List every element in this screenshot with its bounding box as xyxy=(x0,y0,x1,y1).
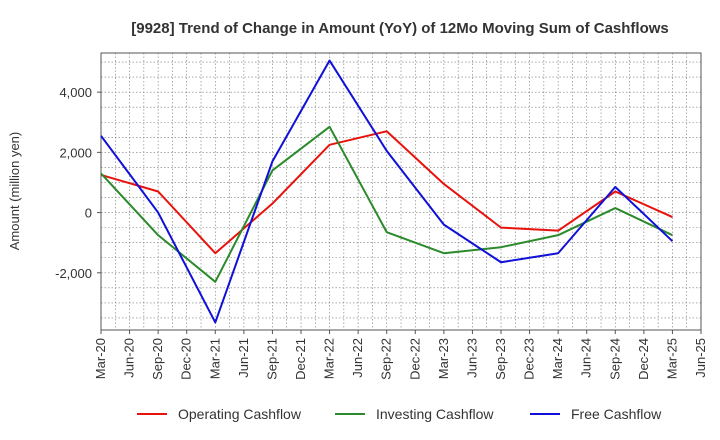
x-tick-label: Mar-24 xyxy=(550,338,565,379)
y-tick-label: 4,000 xyxy=(59,85,92,100)
x-tick-label: Jun-24 xyxy=(579,338,594,378)
x-tick-label: Dec-22 xyxy=(407,338,422,380)
y-axis-label: Amount (million yen) xyxy=(7,132,22,251)
x-tick-label: Mar-20 xyxy=(93,338,108,379)
y-tick-label: 0 xyxy=(85,206,92,221)
chart-title: [9928] Trend of Change in Amount (YoY) o… xyxy=(131,20,669,37)
x-tick-label: Mar-25 xyxy=(664,338,679,379)
x-tick-label: Jun-23 xyxy=(464,338,479,378)
x-tick-label: Jun-21 xyxy=(236,338,251,378)
legend-label: Investing Cashflow xyxy=(376,406,494,422)
x-tick-label: Dec-24 xyxy=(636,338,651,380)
x-tick-label: Dec-21 xyxy=(293,338,308,380)
x-tick-label: Mar-22 xyxy=(322,338,337,379)
series-line-investing-cashflow xyxy=(100,125,673,283)
x-tick-label: Sep-20 xyxy=(150,338,165,380)
y-tick-label: -2,000 xyxy=(55,266,92,281)
x-tick-label: Sep-24 xyxy=(607,338,622,380)
grid xyxy=(100,53,702,330)
y-tick-label: 2,000 xyxy=(59,145,92,160)
x-tick-label: Dec-20 xyxy=(179,338,194,380)
legend: Operating Cashflow Investing Cashflow Free… xyxy=(137,406,662,422)
x-tick-label: Jun-25 xyxy=(693,338,708,378)
x-tick-label: Sep-23 xyxy=(493,338,508,380)
legend-label: Free Cashflow xyxy=(571,406,662,422)
x-tick-label: Sep-21 xyxy=(264,338,279,380)
x-tick-label: Dec-23 xyxy=(522,338,537,380)
series-line-operating-cashflow xyxy=(100,130,673,255)
x-tick-label: Mar-21 xyxy=(207,338,222,379)
plot-area xyxy=(100,52,702,331)
x-axis-ticks: Mar-20 Jun-20 Sep-20 Dec-20 Mar-21 Jun-21 Sep-… xyxy=(93,330,708,380)
x-tick-label: Jun-22 xyxy=(350,338,365,378)
series-lines xyxy=(100,59,674,324)
y-axis-ticks: 4,000 2,000 0 -2,000 xyxy=(55,85,101,281)
series-line-free-cashflow xyxy=(100,59,674,324)
x-tick-label: Jun-20 xyxy=(122,338,137,378)
x-tick-label: Mar-23 xyxy=(436,338,451,379)
legend-label: Operating Cashflow xyxy=(178,406,302,422)
x-tick-label: Sep-22 xyxy=(379,338,394,380)
